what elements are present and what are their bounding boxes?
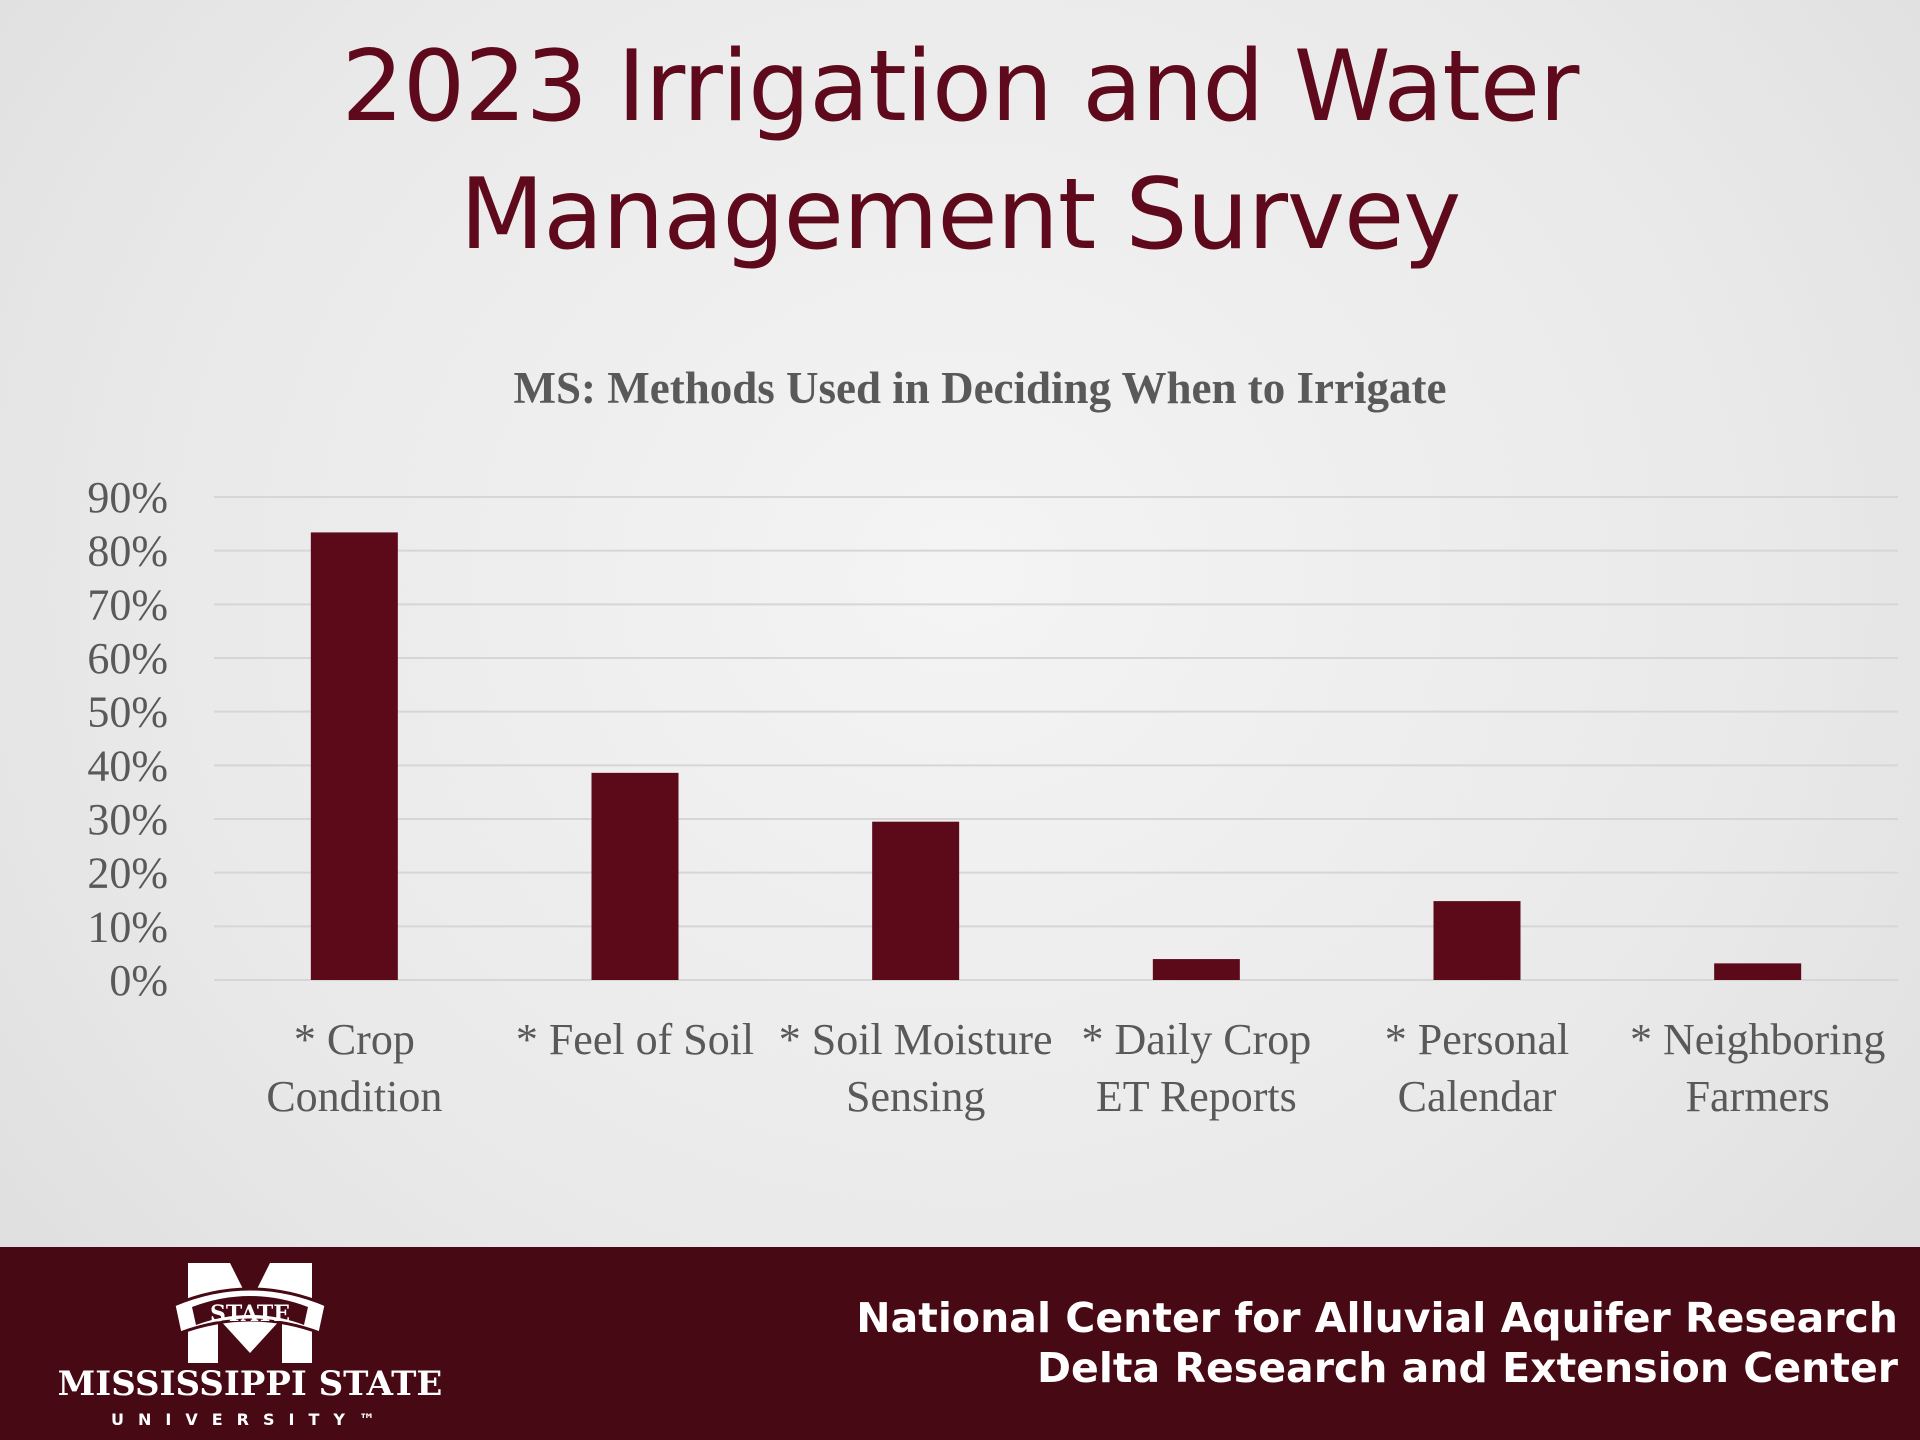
x-category-label: Calendar	[1398, 1072, 1557, 1121]
footer-bar: STATE MISSISSIPPI STATE UNIVERSITY™ Nati…	[0, 1247, 1920, 1440]
x-category-label: Sensing	[846, 1072, 985, 1121]
bar	[1433, 901, 1521, 980]
bar-chart: 0% 10%20% 30% 40%50% 60% 70%80% 90% * Crop Condi…	[87, 473, 1898, 1121]
y-tick-label: 0%	[109, 956, 168, 1005]
bar	[1152, 959, 1240, 980]
logo-university-sub: UNIVERSITY™	[111, 1410, 389, 1429]
x-category-label: Condition	[266, 1072, 442, 1121]
x-category-label: * Soil Moisture	[779, 1015, 1053, 1064]
msu-logo: STATE MISSISSIPPI STATE UNIVERSITY™	[20, 1263, 480, 1435]
y-tick-label: 60%	[87, 634, 168, 683]
x-category-label: * Daily Crop	[1081, 1015, 1311, 1064]
y-tick-label: 80%	[87, 527, 168, 576]
y-tick-label: 20%	[87, 849, 168, 898]
x-category-label: Farmers	[1686, 1072, 1830, 1121]
svg-text:STATE: STATE	[210, 1301, 290, 1327]
y-tick-label: 10%	[87, 902, 168, 951]
y-tick-label: 50%	[87, 688, 168, 737]
slide-title-line-1: 2023 Irrigation and Water	[341, 30, 1580, 144]
bar	[310, 532, 398, 980]
chart-title: MS: Methods Used in Deciding When to Irr…	[513, 363, 1447, 413]
x-category-label: * Personal	[1385, 1015, 1570, 1064]
footer-center-name: National Center for Alluvial Aquifer Res…	[856, 1294, 1898, 1342]
footer-center-subname: Delta Research and Extension Center	[1037, 1344, 1898, 1392]
y-tick-label: 90%	[87, 473, 168, 522]
bar	[591, 772, 679, 980]
y-tick-label: 30%	[87, 795, 168, 844]
logo-university-name: MISSISSIPPI STATE	[57, 1364, 443, 1404]
x-category-label: * Neighboring	[1630, 1015, 1885, 1064]
bar	[872, 821, 960, 980]
x-category-label: * Feel of Soil	[516, 1015, 754, 1064]
x-category-label: * Crop	[294, 1015, 415, 1064]
y-tick-label: 70%	[87, 580, 168, 629]
slide-title-line-2: Management Survey	[459, 158, 1462, 272]
msu-m-logo-icon: STATE	[172, 1263, 328, 1363]
bar	[1714, 963, 1802, 980]
x-category-label: ET Reports	[1096, 1072, 1297, 1121]
y-tick-label: 40%	[87, 741, 168, 790]
